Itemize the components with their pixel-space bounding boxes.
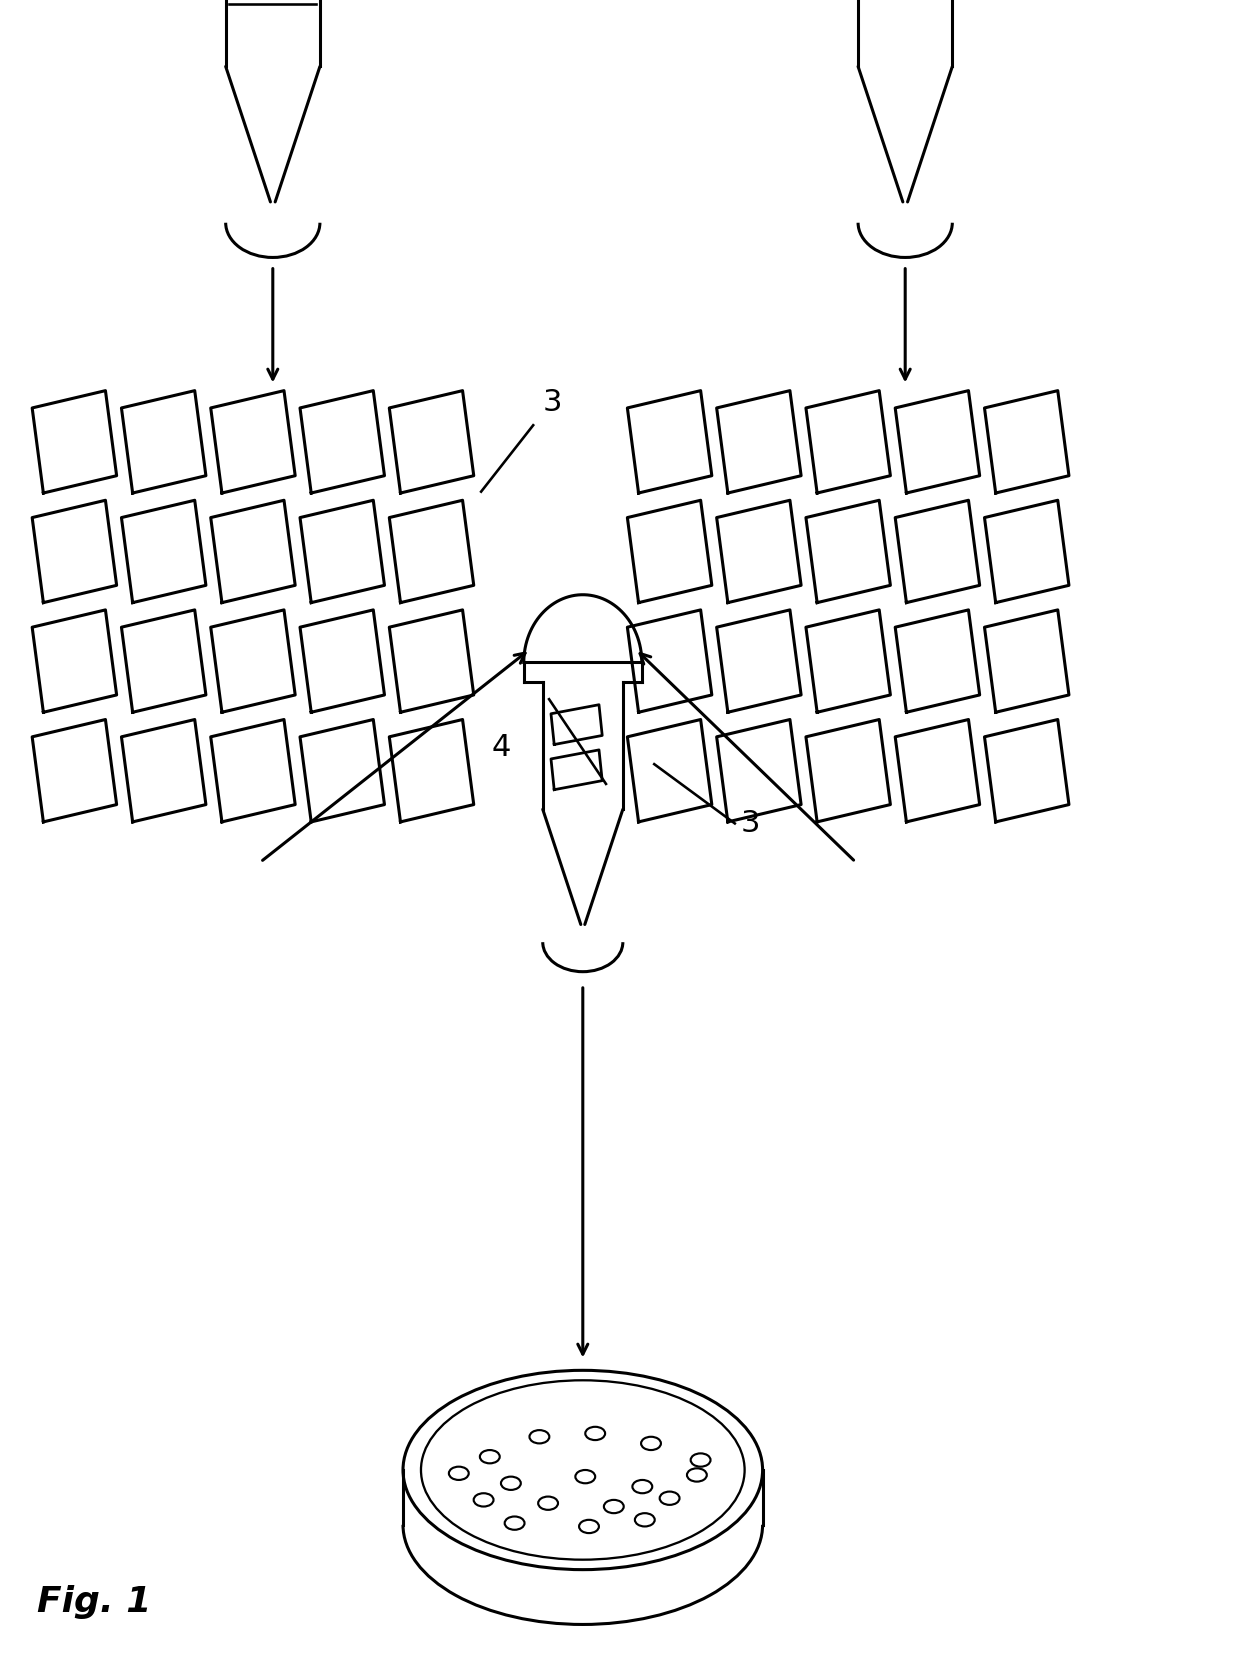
Ellipse shape (641, 1437, 661, 1450)
Text: Fig. 1: Fig. 1 (37, 1586, 151, 1619)
Ellipse shape (585, 1427, 605, 1440)
Text: 3: 3 (543, 389, 563, 417)
Ellipse shape (529, 1430, 549, 1443)
Text: 4: 4 (491, 733, 511, 762)
Ellipse shape (474, 1493, 494, 1507)
Ellipse shape (632, 1480, 652, 1493)
Ellipse shape (403, 1370, 763, 1570)
Ellipse shape (635, 1513, 655, 1526)
Ellipse shape (579, 1520, 599, 1533)
Text: 3: 3 (742, 809, 760, 837)
Ellipse shape (604, 1500, 624, 1513)
Ellipse shape (449, 1467, 469, 1480)
Ellipse shape (505, 1516, 525, 1530)
Ellipse shape (575, 1470, 595, 1483)
Ellipse shape (691, 1453, 711, 1467)
Ellipse shape (660, 1492, 680, 1505)
Ellipse shape (420, 1380, 744, 1560)
Ellipse shape (480, 1450, 500, 1463)
Ellipse shape (687, 1468, 707, 1482)
Ellipse shape (538, 1497, 558, 1510)
Ellipse shape (501, 1477, 521, 1490)
